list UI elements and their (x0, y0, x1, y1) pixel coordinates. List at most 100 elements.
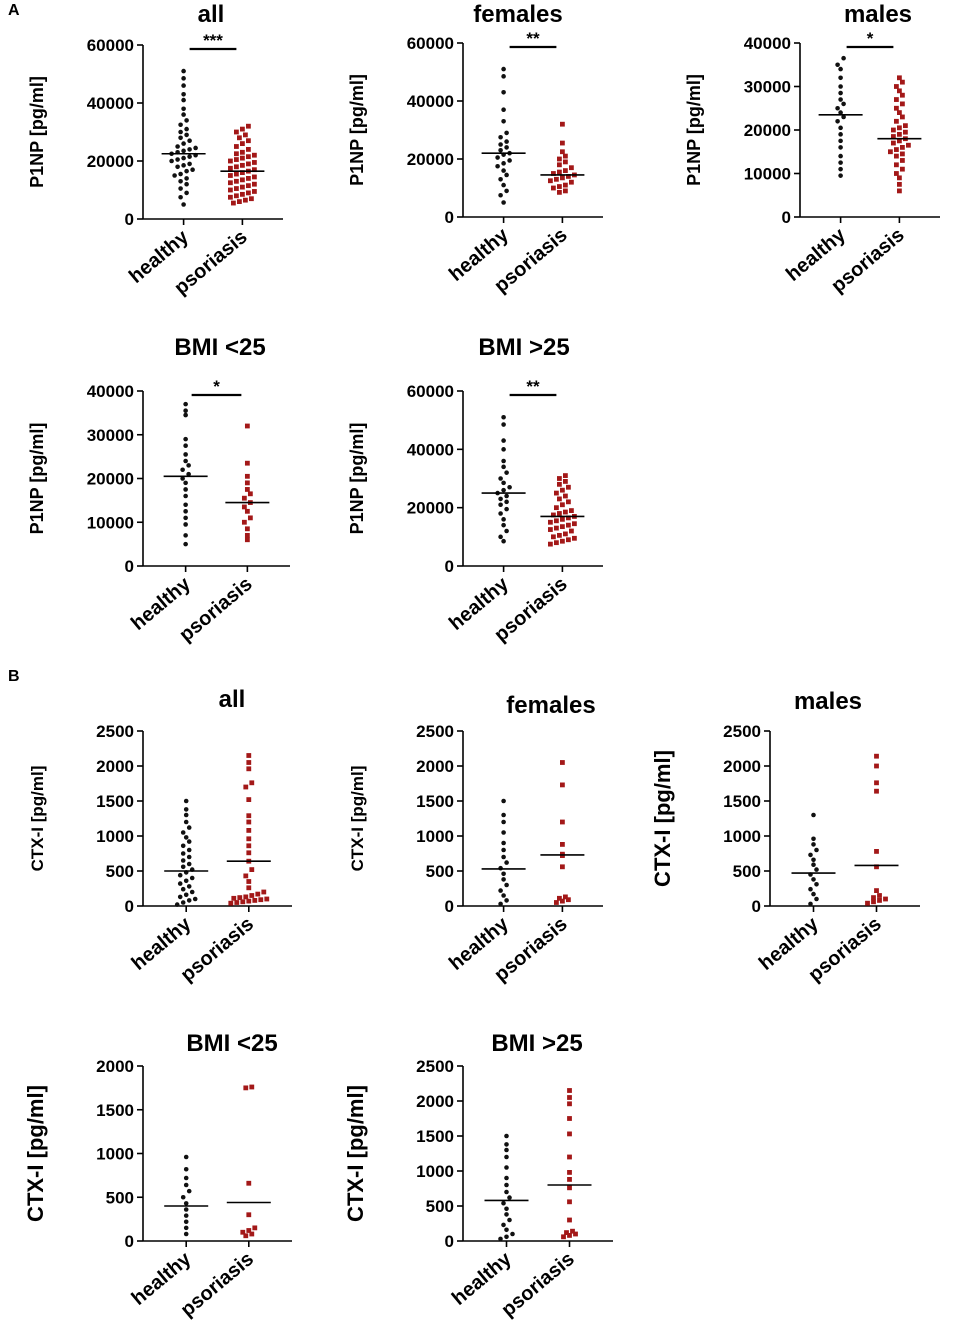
a-males-ytick-label-3: 30000 (744, 78, 791, 97)
a-all-point-healthy (187, 154, 192, 159)
b-all-point-psoriasis (246, 898, 252, 904)
b-all-point-healthy (177, 894, 183, 900)
a-all-point-psoriasis (234, 171, 239, 177)
a-females-point-psoriasis (557, 162, 562, 168)
b-females-ytick-label-0: 0 (445, 897, 454, 916)
a-all-point-healthy (184, 132, 189, 138)
a-all-point-psoriasis (234, 164, 239, 170)
a-males-point-psoriasis (900, 166, 905, 172)
a-females-point-healthy (495, 155, 500, 160)
a-males-point-healthy (841, 114, 846, 120)
b-bmi-gt25-point-healthy (507, 1195, 512, 1200)
a-bmi-gt25-point-psoriasis (566, 484, 571, 490)
b-females-point-healthy (501, 819, 506, 825)
a-bmi-lt25-point-psoriasis (244, 532, 250, 538)
a-bmi-lt25-point-healthy (183, 541, 188, 547)
b-females-point-psoriasis (560, 842, 565, 847)
b-bmi-lt25-point-healthy (183, 1182, 189, 1188)
a-females-ytick-label-0: 0 (445, 208, 454, 227)
a-bmi-gt25-point-psoriasis (548, 519, 553, 525)
a-all-point-psoriasis (246, 138, 251, 144)
a-bmi-gt25-point-psoriasis (557, 532, 562, 538)
a-females-point-healthy (501, 107, 506, 112)
a-females-point-healthy (504, 139, 509, 144)
a-all-point-psoriasis (246, 190, 251, 196)
a-bmi-gt25-point-psoriasis (563, 509, 568, 515)
a-all-point-psoriasis (228, 180, 233, 186)
b-bmi-gt25-point-psoriasis (564, 1230, 569, 1235)
b-bmi-gt25-ytick-label-3: 1500 (416, 1127, 454, 1146)
a-males-point-psoriasis (891, 134, 896, 139)
a-all-point-healthy (184, 168, 189, 174)
b-females-point-psoriasis (560, 864, 565, 870)
a-males-ytick-label-1: 10000 (744, 165, 791, 184)
a-females-significance-label: ** (526, 29, 540, 48)
a-bmi-lt25-ytick-label-0: 0 (125, 557, 134, 576)
a-males-point-healthy (838, 145, 843, 150)
b-males-point-healthy (811, 812, 816, 818)
b-males-ytick-label-1: 500 (733, 862, 761, 881)
a-all-point-psoriasis (240, 162, 245, 168)
a-bmi-gt25-point-psoriasis (554, 525, 559, 531)
b-all-ytick-label-4: 2000 (96, 757, 134, 776)
b-females-point-psoriasis (560, 898, 565, 904)
b-bmi-gt25-point-psoriasis (567, 1199, 572, 1205)
b-bmi-gt25-point-psoriasis (570, 1228, 575, 1234)
a-all-point-healthy (187, 161, 192, 167)
b-males-ytick-label-2: 1000 (723, 827, 761, 846)
b-bmi-gt25-point-healthy (504, 1212, 509, 1217)
b-bmi-lt25-ytick-label-4: 2000 (96, 1057, 134, 1076)
b-females-point-healthy (501, 871, 506, 877)
b-all-ytick-label-3: 1500 (96, 792, 134, 811)
b-bmi-gt25-point-psoriasis (567, 1095, 572, 1100)
b-all-point-healthy (186, 839, 192, 844)
b-bmi-lt25-ylabel: CTX-I [pg/ml] (23, 1085, 48, 1222)
b-all-point-psoriasis (237, 895, 243, 900)
b-bmi-gt25-point-healthy (504, 1234, 509, 1240)
b-all-point-healthy (192, 896, 198, 902)
b-all-point-healthy (183, 835, 189, 840)
b-bmi-lt25-point-healthy (183, 1219, 189, 1225)
b-all-point-healthy (180, 858, 186, 863)
a-females-point-psoriasis (560, 121, 565, 127)
a-bmi-gt25-point-psoriasis (551, 534, 556, 540)
b-bmi-gt25-point-healthy (507, 1217, 512, 1223)
a-bmi-gt25-point-psoriasis (563, 473, 568, 478)
a-bmi-lt25-ytick-label-1: 10000 (87, 513, 134, 532)
a-all-point-psoriasis (252, 189, 257, 194)
b-females-point-healthy (501, 847, 506, 853)
a-males-point-healthy (835, 105, 840, 111)
a-bmi-lt25-title: BMI <25 (174, 334, 265, 361)
b-all-point-psoriasis (255, 891, 261, 897)
a-bmi-lt25-ytick-label-4: 40000 (87, 382, 134, 401)
b-males-point-psoriasis (874, 864, 879, 870)
a-all-point-psoriasis (234, 151, 239, 157)
a-bmi-gt25-point-healthy (501, 414, 506, 420)
b-all-point-healthy (180, 843, 186, 849)
a-females-point-healthy (501, 66, 506, 72)
b-bmi-lt25-point-psoriasis (246, 1212, 252, 1218)
b-females-ytick-label-2: 1000 (416, 827, 454, 846)
b-all-point-psoriasis (234, 900, 240, 905)
b-all-ylabel: CTX-I [pg/ml] (28, 766, 47, 872)
a-females-point-psoriasis (557, 169, 562, 175)
a-males-point-healthy (838, 97, 843, 102)
a-bmi-gt25-point-healthy (507, 484, 512, 490)
a-bmi-gt25-point-healthy (504, 470, 509, 475)
a-bmi-gt25-ytick-label-3: 60000 (407, 382, 454, 401)
a-bmi-lt25-point-healthy (183, 443, 188, 448)
b-males-point-healthy (811, 862, 816, 867)
a-females-ylabel: P1NP [pg/ml] (347, 74, 367, 186)
b-females-point-psoriasis (563, 894, 568, 900)
b-males-point-psoriasis (874, 763, 879, 769)
a-all-point-psoriasis (240, 177, 245, 183)
a-all-point-psoriasis (234, 129, 239, 135)
a-bmi-lt25-point-psoriasis (244, 480, 250, 486)
b-all-point-psoriasis (246, 819, 252, 825)
b-all-point-healthy (180, 851, 186, 856)
b-males-point-psoriasis (871, 895, 876, 900)
a-all-point-healthy (181, 148, 186, 154)
a-bmi-gt25-point-psoriasis (557, 496, 562, 502)
a-all-point-psoriasis (240, 126, 245, 132)
b-males-ylabel: CTX-I [pg/ml] (650, 750, 675, 887)
